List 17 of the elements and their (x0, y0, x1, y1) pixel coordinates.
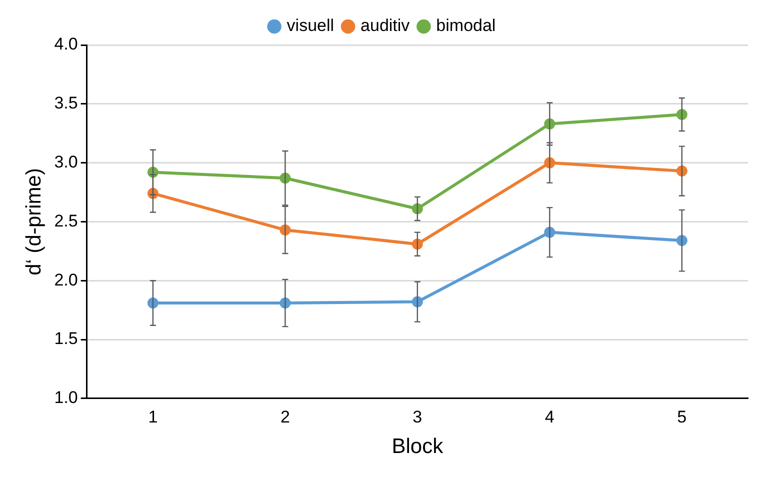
y-tick-label: 3.0 (54, 152, 78, 172)
x-tick-label: 5 (677, 407, 687, 426)
x-tick-label: 2 (280, 407, 290, 426)
y-tick-label: 3.5 (54, 94, 78, 113)
x-tick-label: 1 (148, 407, 158, 426)
legend-label: auditiv (360, 16, 410, 36)
y-tick-label: 1.5 (54, 329, 78, 348)
x-axis-title: Block (392, 435, 444, 458)
y-tick-label: 2.0 (54, 270, 78, 290)
y-tick-label: 2.5 (54, 211, 78, 230)
x-tick-label: 4 (544, 407, 554, 426)
x-tick-label: 3 (412, 407, 422, 426)
legend-label: visuell (286, 16, 334, 36)
y-axis-title: d‘ (d-prime) (22, 168, 46, 276)
y-tick-label: 1.0 (54, 388, 78, 408)
y-tick-label: 4.0 (54, 34, 78, 54)
legend-label: bimodal (436, 16, 496, 36)
